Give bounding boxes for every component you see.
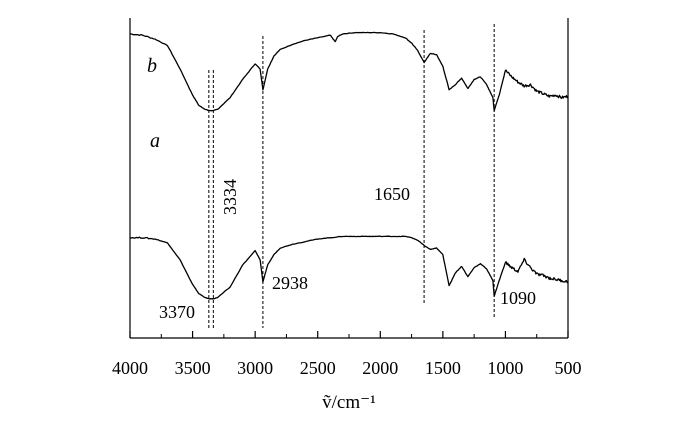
series-label-a: a [150,130,160,152]
annotation-3334: 3334 [220,179,240,215]
x-tick-label-4000: 4000 [112,358,148,378]
reference-lines [208,24,495,328]
x-axis-label: ṽ/cm⁻¹ [322,392,376,413]
x-tick-label-1500: 1500 [425,358,461,378]
series-layer [129,31,569,300]
annotation-1090: 1090 [500,288,536,308]
series-label-b: b [147,55,157,77]
series-line-b [129,31,569,112]
x-tick-label-1000: 1000 [487,358,523,378]
x-tick-labels: 4000 3500 3000 2500 2000 1500 1000 500 [112,358,582,378]
x-tick-label-3500: 3500 [175,358,211,378]
annotation-2938: 2938 [272,273,308,293]
annotation-labels: 3370 3334 2938 1650 1090 [159,179,536,322]
x-tick-label-2000: 2000 [362,358,398,378]
annotation-1650: 1650 [374,184,410,204]
series-labels: ba [147,55,160,152]
x-ticks [129,331,569,338]
x-tick-label-500: 500 [555,358,582,378]
annotation-3370: 3370 [159,302,195,322]
x-tick-label-2500: 2500 [300,358,336,378]
series-line-a [129,235,569,300]
x-tick-label-3000: 3000 [237,358,273,378]
